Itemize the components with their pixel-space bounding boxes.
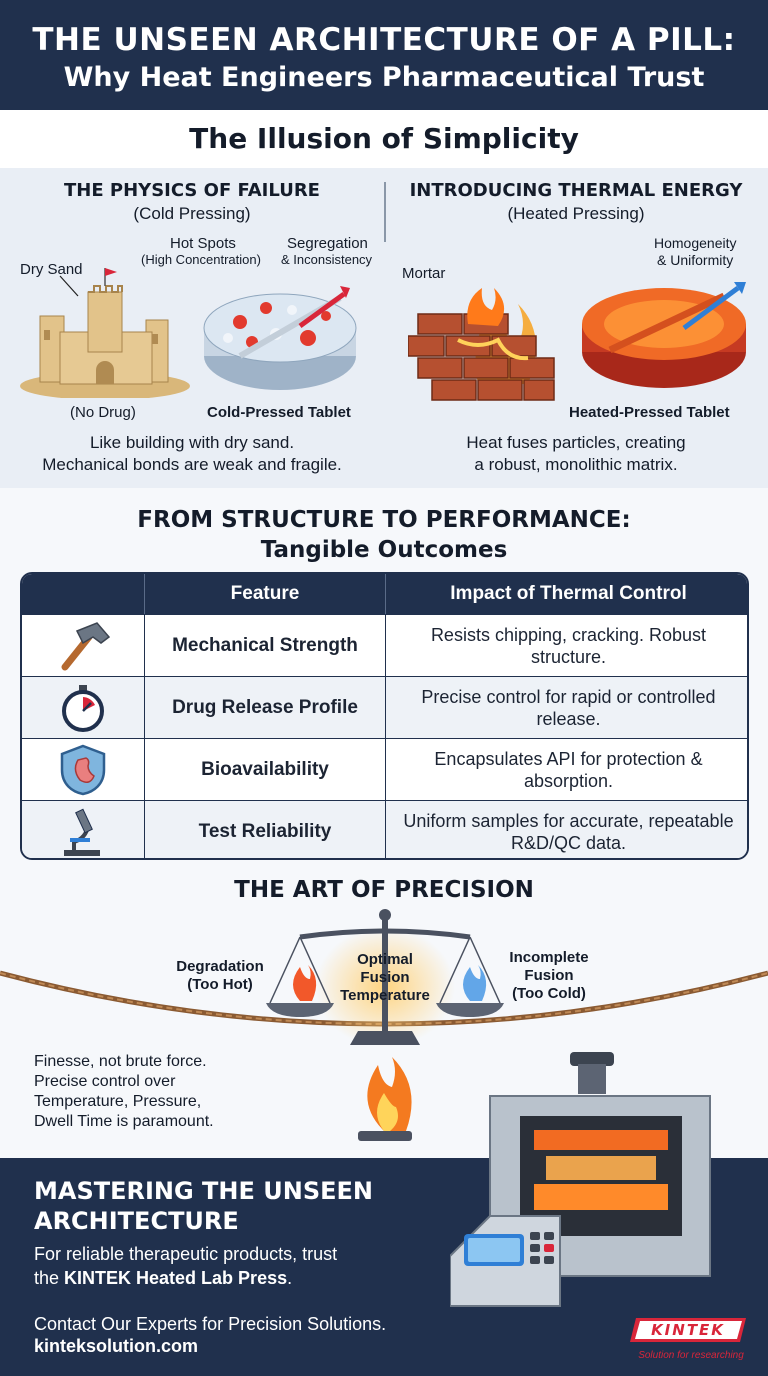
performance-title-line1: FROM STRUCTURE TO PERFORMANCE: [137, 507, 631, 533]
segregation-note: & Inconsistency [281, 252, 373, 267]
too-cold-line1: Incomplete [509, 949, 589, 966]
heated-caption-line2: a robust, monolithic matrix. [474, 455, 678, 474]
column-divider [384, 182, 386, 242]
cold-title: THE PHYSICS OF FAILURE [64, 180, 320, 201]
product-name: KINTEK Heated Lab Press [64, 1268, 288, 1288]
heated-caption-line1: Heat fuses particles, creating [466, 433, 686, 452]
too-cold-label: Incomplete Fusion (Too Cold) [496, 949, 602, 1003]
heated-caption: Heat fuses particles, creating a robust,… [384, 432, 768, 476]
too-cold-line3: (Too Cold) [512, 985, 586, 1002]
too-hot-line1: Degradation [176, 958, 264, 975]
footer-body-line1: For reliable therapeutic products, trust [34, 1244, 338, 1264]
cold-tablet-label: Cold-Pressed Tablet [207, 404, 351, 421]
hot-spots-label: Hot Spots [170, 235, 236, 252]
cold-caption: Like building with dry sand. Mechanical … [0, 432, 384, 476]
microscope-icon [22, 801, 144, 858]
finesse-line2: Precise control over [34, 1073, 176, 1090]
contact-text: Contact Our Experts for Precision Soluti… [34, 1314, 387, 1334]
heated-tablet-label: Heated-Pressed Tablet [569, 404, 730, 421]
cold-caption-line1: Like building with dry sand. [89, 433, 295, 452]
optimal-line1: Optimal [357, 951, 413, 968]
header-banner: THE UNSEEN ARCHITECTURE OF A PILL: Why H… [0, 0, 768, 110]
physics-panel: THE PHYSICS OF FAILURE (Cold Pressing) D… [0, 168, 768, 488]
kintek-logo: KINTEK [630, 1318, 746, 1342]
feature-cell: Bioavailability [144, 739, 385, 801]
table-row: Test Reliability Uniform samples for acc… [22, 800, 747, 858]
finesse-line3: Temperature, Pressure, [34, 1093, 202, 1110]
cold-tablet-icon [203, 286, 357, 390]
mortar-bricks-icon [408, 288, 555, 401]
finesse-line1: Finesse, not brute force. [34, 1053, 207, 1070]
too-hot-line2: (Too Hot) [187, 976, 253, 993]
feature-cell: Test Reliability [144, 801, 385, 858]
impact-cell: Encapsulates API for protection & absorp… [385, 739, 747, 801]
logo-tagline: Solution for researching [638, 1350, 744, 1361]
feature-cell: Mechanical Strength [144, 615, 385, 677]
stopwatch-icon [22, 677, 144, 739]
table-row: Drug Release Profile Precise control for… [22, 676, 747, 739]
heated-tablet-icon [582, 282, 746, 388]
heated-pressing-column: INTRODUCING THERMAL ENERGY (Heated Press… [384, 168, 768, 488]
homogeneity-label: Homogeneity [654, 235, 737, 251]
footer-title: MASTERING THE UNSEEN ARCHITECTURE [34, 1177, 373, 1235]
footer-body: For reliable therapeutic products, trust… [34, 1242, 454, 1290]
table-row: Mechanical Strength Resists chipping, cr… [22, 614, 747, 677]
table-row: Bioavailability Encapsulates API for pro… [22, 738, 747, 801]
hammer-icon [22, 615, 144, 677]
cold-subtitle: (Cold Pressing) [133, 204, 251, 223]
optimal-label: Optimal Fusion Temperature [330, 951, 440, 1005]
too-cold-line2: Fusion [524, 967, 574, 984]
finesse-text: Finesse, not brute force. Precise contro… [34, 1052, 214, 1132]
impact-cell: Resists chipping, cracking. Robust struc… [385, 615, 747, 677]
heated-subtitle: (Heated Pressing) [507, 204, 645, 223]
performance-title-line2: Tangible Outcomes [260, 537, 508, 563]
cold-caption-line2: Mechanical bonds are weak and fragile. [42, 455, 342, 474]
hot-spots-note: (High Concentration) [141, 252, 261, 267]
table-header: Feature Impact of Thermal Control [22, 574, 747, 614]
outcomes-table: Feature Impact of Thermal Control Mechan… [20, 572, 749, 860]
svg-text:KINTEK: KINTEK [651, 1321, 725, 1339]
impact-cell: Precise control for rapid or controlled … [385, 677, 747, 739]
no-drug-label: (No Drug) [70, 404, 136, 421]
footer-body-line2: the KINTEK Heated Lab Press. [34, 1268, 293, 1288]
heated-lab-press-icon [450, 1052, 711, 1307]
website-link[interactable]: kinteksolution.com [34, 1336, 199, 1356]
heated-title: INTRODUCING THERMAL ENERGY [409, 180, 743, 201]
dry-sand-label: Dry Sand [20, 261, 83, 278]
optimal-line3: Temperature [340, 987, 430, 1004]
section-title-illusion: The Illusion of Simplicity [0, 110, 768, 168]
cold-pressing-column: THE PHYSICS OF FAILURE (Cold Pressing) D… [0, 168, 384, 488]
main-title: THE UNSEEN ARCHITECTURE OF A PILL: [32, 22, 736, 58]
uniformity-label: & Uniformity [657, 252, 734, 268]
feature-cell: Drug Release Profile [144, 677, 385, 739]
column-header-feature: Feature [144, 574, 385, 614]
shield-stomach-icon [22, 739, 144, 801]
balance-scale-illustration [0, 909, 768, 1141]
art-title: THE ART OF PRECISION [234, 877, 534, 903]
segregation-label: Segregation [287, 235, 368, 252]
column-header-impact: Impact of Thermal Control [385, 574, 747, 614]
impact-cell: Uniform samples for accurate, repeatable… [385, 801, 747, 858]
too-hot-label: Degradation (Too Hot) [168, 958, 272, 994]
sandcastle-icon [20, 268, 190, 398]
performance-title: FROM STRUCTURE TO PERFORMANCE: Tangible … [0, 505, 768, 565]
main-subtitle: Why Heat Engineers Pharmaceutical Trust [63, 62, 705, 93]
optimal-line2: Fusion [360, 969, 410, 986]
mortar-label: Mortar [402, 265, 446, 282]
finesse-line4: Dwell Time is paramount. [34, 1113, 214, 1130]
